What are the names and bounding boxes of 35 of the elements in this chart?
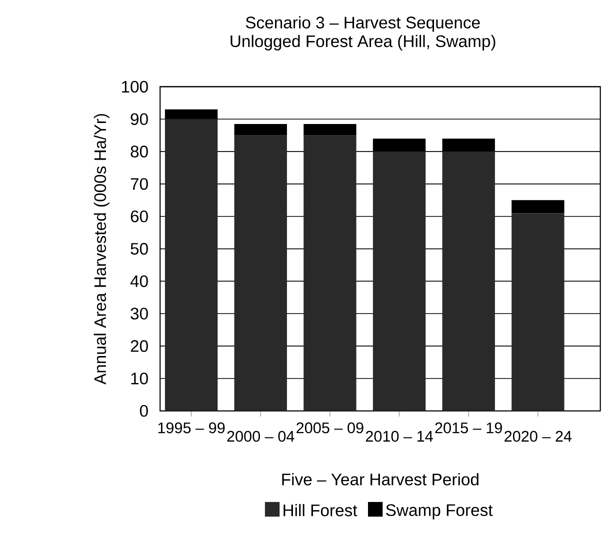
bar: [304, 136, 356, 412]
y-tick-label: 80: [130, 146, 148, 158]
y-tick-label: 30: [130, 308, 148, 320]
legend-label: Hill Forest: [284, 504, 358, 516]
x-axis-title: Five – Year Harvest Period: [282, 473, 478, 486]
y-tick-label: 100: [122, 81, 148, 93]
bar: [372, 152, 426, 412]
bar: [164, 119, 218, 412]
bar: [304, 124, 356, 136]
x-tick-label: 1995 – 99: [158, 422, 225, 434]
y-tick-label: 20: [130, 340, 148, 352]
bar: [164, 110, 218, 120]
x-tick-label: 2005 – 09: [296, 422, 364, 434]
bar: [512, 200, 564, 214]
y-tick-label: 70: [130, 178, 148, 190]
x-tick-label: 2000 – 04: [227, 431, 294, 442]
bar: [442, 138, 495, 152]
y-tick-label: 0: [140, 405, 148, 417]
chart-title: Scenario 3 – Harvest Sequence: [246, 16, 480, 32]
legend-label: Swamp Forest: [386, 504, 493, 520]
x-tick-label: 2010 – 14: [366, 431, 433, 442]
y-tick-label: 60: [130, 210, 148, 222]
bar: [234, 124, 287, 136]
y-tick-label: 10: [131, 372, 148, 385]
y-tick-label: 90: [130, 113, 148, 126]
chart-subtitle: Unlogged Forest Area (Hill, Swamp): [230, 35, 496, 51]
y-tick-label: 40: [130, 276, 148, 288]
bar: [234, 136, 287, 412]
bar: [512, 213, 564, 412]
y-axis-title: Annual Area Harvested (000s Ha/Yr): [94, 114, 110, 385]
bar: [442, 152, 495, 412]
x-tick-label: 2020 – 24: [504, 431, 572, 442]
y-tick-label: 50: [130, 243, 148, 255]
x-tick-label: 2015 – 19: [435, 422, 502, 434]
bar: [372, 138, 426, 152]
